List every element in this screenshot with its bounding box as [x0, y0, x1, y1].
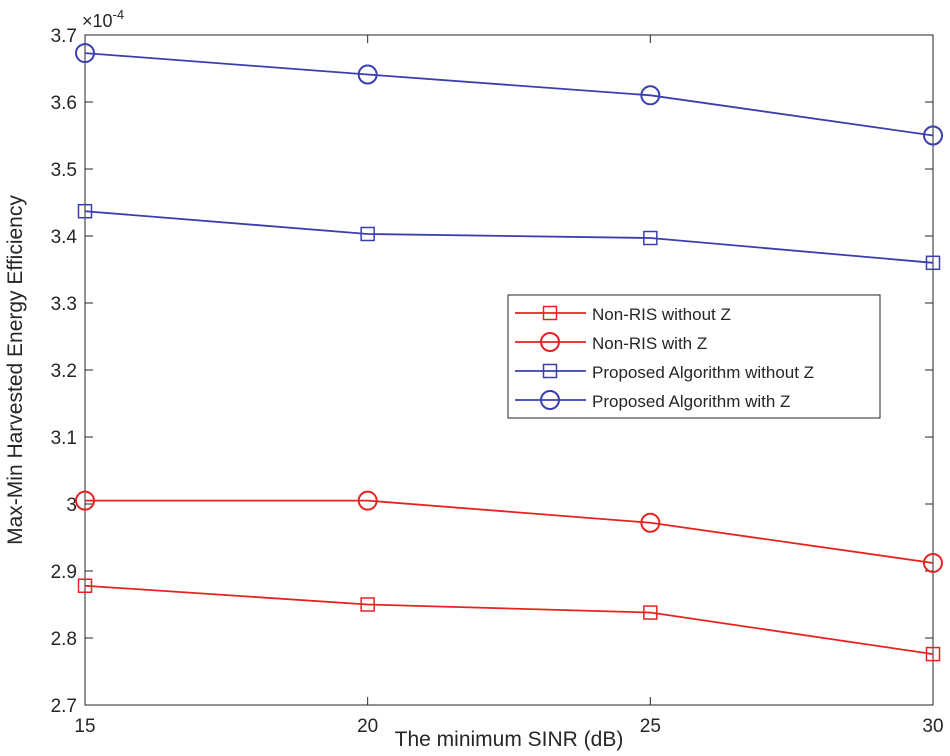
data-point-square-marker [77, 578, 93, 593]
data-point-square-marker [360, 597, 375, 612]
series-0 [77, 578, 941, 662]
series-line [84, 584, 934, 655]
data-point-circle-marker [923, 125, 943, 146]
data-point-circle-marker [75, 490, 95, 511]
y-tick-label: 3.3 [51, 294, 77, 315]
y-axis-label: Max-Min Harvested Energy Efficiency [4, 195, 27, 545]
legend-label: Non-RIS with Z [592, 334, 707, 353]
legend-entry: Proposed Algorithm with Z [515, 390, 790, 411]
y-tick-label: 3.5 [51, 160, 77, 181]
legend-label: Non-RIS without Z [592, 305, 731, 324]
legend-square-marker [542, 305, 558, 321]
data-point-circle-marker [640, 512, 661, 533]
legend: Non-RIS without Z Non-RIS with Z Proposed … [507, 294, 881, 419]
data-point-square-marker [925, 646, 941, 662]
data-point-square-marker [360, 226, 375, 242]
y-tick-label: 2.7 [51, 696, 77, 717]
x-axis-label: The minimum SINR (dB) [395, 728, 624, 751]
y-exponent-label: ×10-4 [82, 7, 124, 31]
legend-entry: Proposed Algorithm without Z [515, 363, 814, 382]
data-point-circle-marker [923, 552, 943, 573]
data-point-circle-marker [357, 490, 378, 511]
legend-circle-marker [540, 332, 560, 352]
legend-label: Proposed Algorithm with Z [592, 392, 790, 411]
x-tick-label: 30 [922, 716, 943, 737]
x-tick-label: 15 [74, 716, 95, 737]
data-point-circle-marker [640, 85, 661, 106]
legend-entry: Non-RIS with Z [515, 332, 707, 353]
series-2 [77, 203, 941, 271]
y-tick-label: 3.2 [51, 361, 77, 382]
series-line [84, 52, 934, 137]
legend-entry: Non-RIS without Z [515, 305, 731, 324]
x-tick-label: 20 [357, 716, 378, 737]
legend-label: Proposed Algorithm without Z [592, 363, 814, 382]
data-point-square-marker [643, 230, 658, 246]
y-tick-label: 3.7 [51, 26, 77, 47]
y-tick-label: 3.6 [51, 93, 77, 114]
data-point-circle-marker [357, 64, 378, 85]
data-point-square-marker [77, 203, 93, 219]
data-point-square-marker [643, 605, 658, 620]
y-tick-label: 3.4 [51, 227, 78, 248]
data-point-circle-marker [75, 43, 95, 64]
y-tick-label: 3.1 [51, 428, 77, 449]
series-line [85, 499, 934, 564]
legend-square-marker [542, 363, 558, 379]
y-tick-label: 3 [66, 495, 77, 516]
series-line [84, 210, 934, 264]
legend-box [507, 294, 881, 419]
y-tick-label: 2.8 [51, 629, 77, 650]
series-3 [75, 43, 943, 146]
series-1 [75, 490, 943, 573]
legend-circle-marker [540, 390, 560, 410]
data-point-square-marker [925, 255, 941, 271]
y-tick-label: 2.9 [51, 562, 77, 583]
x-tick-label: 25 [640, 716, 661, 737]
